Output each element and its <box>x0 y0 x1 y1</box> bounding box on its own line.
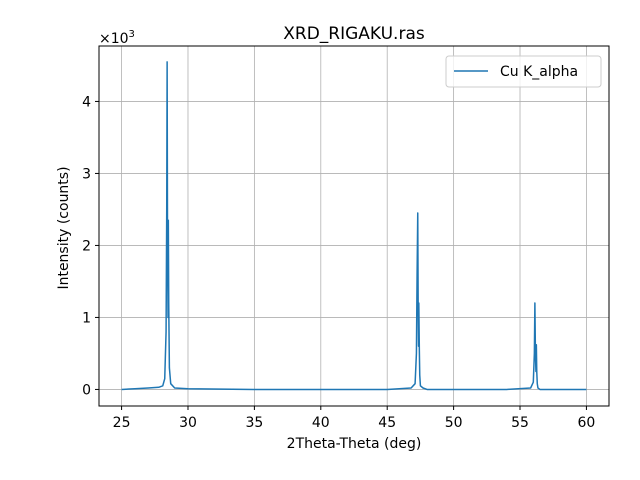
series-layer <box>121 61 587 391</box>
y-tick-label: 3 <box>82 166 91 182</box>
y-scale-multiplier: ×103 <box>99 29 135 47</box>
legend: Cu K_alpha <box>445 55 602 88</box>
x-tick-label: 55 <box>511 415 529 431</box>
y-tick-label: 1 <box>82 310 91 326</box>
grid <box>99 46 609 406</box>
y-tick-label: 0 <box>82 382 91 398</box>
x-tick-label: 30 <box>179 415 197 431</box>
x-axis-label: 2Theta-Theta (deg) <box>287 436 422 452</box>
y-tick-label: 4 <box>82 94 91 110</box>
chart-title: XRD_RIGAKU.ras <box>283 24 425 44</box>
y-tick-label: 2 <box>82 238 91 254</box>
legend-box <box>445 55 602 88</box>
series-line <box>121 61 587 391</box>
x-tick-label: 25 <box>113 415 131 431</box>
plot-frame <box>98 45 610 407</box>
y-axis-label: Intensity (counts) <box>56 166 72 289</box>
x-tick-label: 50 <box>445 415 463 431</box>
x-tick-label: 45 <box>378 415 396 431</box>
x-tick-label: 60 <box>578 415 596 431</box>
legend-label: Cu K_alpha <box>500 64 578 80</box>
x-tick-label: 35 <box>245 415 263 431</box>
x-tick-label: 40 <box>312 415 330 431</box>
ticks: 25 30 35 40 45 50 55 60 0 1 2 3 4 <box>82 94 595 431</box>
